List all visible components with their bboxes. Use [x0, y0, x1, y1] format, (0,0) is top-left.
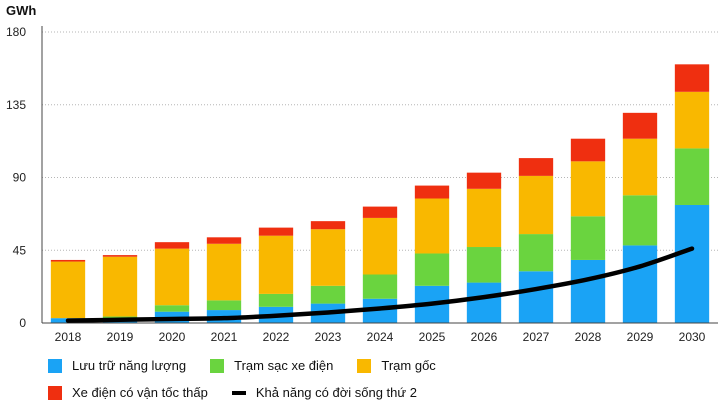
x-tick-label: 2024: [367, 330, 394, 344]
legend-item-second-life: Khả năng có đời sống thứ 2: [231, 385, 417, 400]
bar-segment: [154, 305, 190, 312]
bar-segment: [570, 259, 606, 323]
second-life-trend-line: [65, 246, 695, 323]
bar-segment: [414, 253, 450, 286]
x-tick-label: 2020: [159, 330, 186, 344]
axes: 0 45 90 135 180 2018 2019 2020 2021 2022 2023 2024 2…: [6, 25, 718, 344]
bar-segment: [518, 158, 554, 176]
x-tick-label: 2029: [627, 330, 654, 344]
bar-segment: [674, 64, 710, 92]
legend-item-ev-charging: Trạm sạc xe điện: [210, 358, 333, 373]
bar-segment: [674, 91, 710, 149]
bar-segment: [570, 138, 606, 162]
legend-label-low-speed-ev: Xe điện có vận tốc thấp: [72, 385, 208, 400]
legend-item-energy-storage: Lưu trữ năng lượng: [48, 358, 186, 373]
legend-label-energy-storage: Lưu trữ năng lượng: [72, 358, 187, 373]
bar-segment: [518, 234, 554, 272]
bar-segment: [154, 248, 190, 306]
bar-segment: [310, 285, 346, 304]
bar-segment: [622, 138, 658, 196]
legend-item-low-speed-ev: Xe điện có vận tốc thấp: [48, 385, 208, 400]
bar-segment: [570, 161, 606, 217]
bar-segment: [414, 198, 450, 254]
x-tick-label: 2030: [679, 330, 706, 344]
x-tick-label: 2025: [419, 330, 446, 344]
x-tick-label: 2018: [55, 330, 82, 344]
x-tick-label: 2028: [575, 330, 602, 344]
legend-label-second-life: Khả năng có đời sống thứ 2: [255, 385, 417, 400]
x-tick-label: 2021: [211, 330, 238, 344]
legend-swatch-low-speed-ev: [48, 385, 62, 400]
bar-segment: [310, 221, 346, 230]
legend-row-2: Xe điện có vận tốc thấp Khả năng có đời …: [48, 379, 708, 406]
y-tick-label: 0: [19, 316, 26, 330]
bar-segment: [102, 255, 138, 257]
bar-segment: [258, 227, 294, 236]
bar-segment: [622, 195, 658, 246]
y-tick-label: 45: [13, 243, 27, 257]
bar-segment: [310, 229, 346, 286]
bar-segment: [622, 112, 658, 139]
bar-segment: [570, 216, 606, 260]
bar-segment: [206, 300, 242, 311]
bar-segment: [258, 293, 294, 307]
bar-segment: [154, 242, 190, 249]
legend-swatch-ev-charging: [210, 358, 225, 373]
bar-segment: [102, 316, 138, 319]
bar-segment: [466, 188, 502, 248]
x-tick-label: 2026: [471, 330, 498, 344]
bar-segment: [206, 237, 242, 244]
legend: Lưu trữ năng lượng Trạm sạc xe điện Trạm…: [48, 352, 708, 406]
bar-segment: [466, 247, 502, 283]
x-tick-label: 2019: [107, 330, 134, 344]
bar-segment: [206, 243, 242, 301]
y-tick-label: 135: [6, 98, 26, 112]
x-tick-label: 2023: [315, 330, 342, 344]
legend-label-base-station: Trạm gốc: [381, 358, 436, 373]
legend-swatch-energy-storage: [48, 358, 62, 373]
bar-segment: [50, 261, 86, 319]
bar-segment: [414, 185, 450, 199]
bars: [50, 64, 710, 323]
y-unit-label: GWh: [6, 3, 36, 18]
trend-line-layer: [65, 246, 695, 323]
legend-line-second-life: [231, 390, 246, 395]
legend-swatch-base-station: [357, 358, 372, 373]
bar-segment: [466, 172, 502, 189]
bar-segment: [518, 175, 554, 235]
legend-row-1: Lưu trữ năng lượng Trạm sạc xe điện Trạm…: [48, 352, 708, 379]
x-tick-label: 2022: [263, 330, 290, 344]
legend-label-ev-charging: Trạm sạc xe điện: [234, 358, 334, 373]
bar-segment: [258, 235, 294, 294]
bar-segment: [362, 274, 398, 299]
bar-segment: [674, 148, 710, 205]
x-tick-label: 2027: [523, 330, 550, 344]
y-tick-label: 90: [13, 171, 27, 185]
bar-segment: [50, 259, 86, 262]
bar-segment: [102, 256, 138, 317]
legend-item-base-station: Trạm gốc: [357, 358, 436, 373]
bar-segment: [518, 271, 554, 323]
bar-segment: [622, 245, 658, 323]
bar-segment: [362, 217, 398, 275]
bar-segment: [362, 206, 398, 218]
y-tick-label: 180: [6, 25, 26, 39]
bar-segment: [674, 204, 710, 323]
bar-segment: [466, 282, 502, 323]
